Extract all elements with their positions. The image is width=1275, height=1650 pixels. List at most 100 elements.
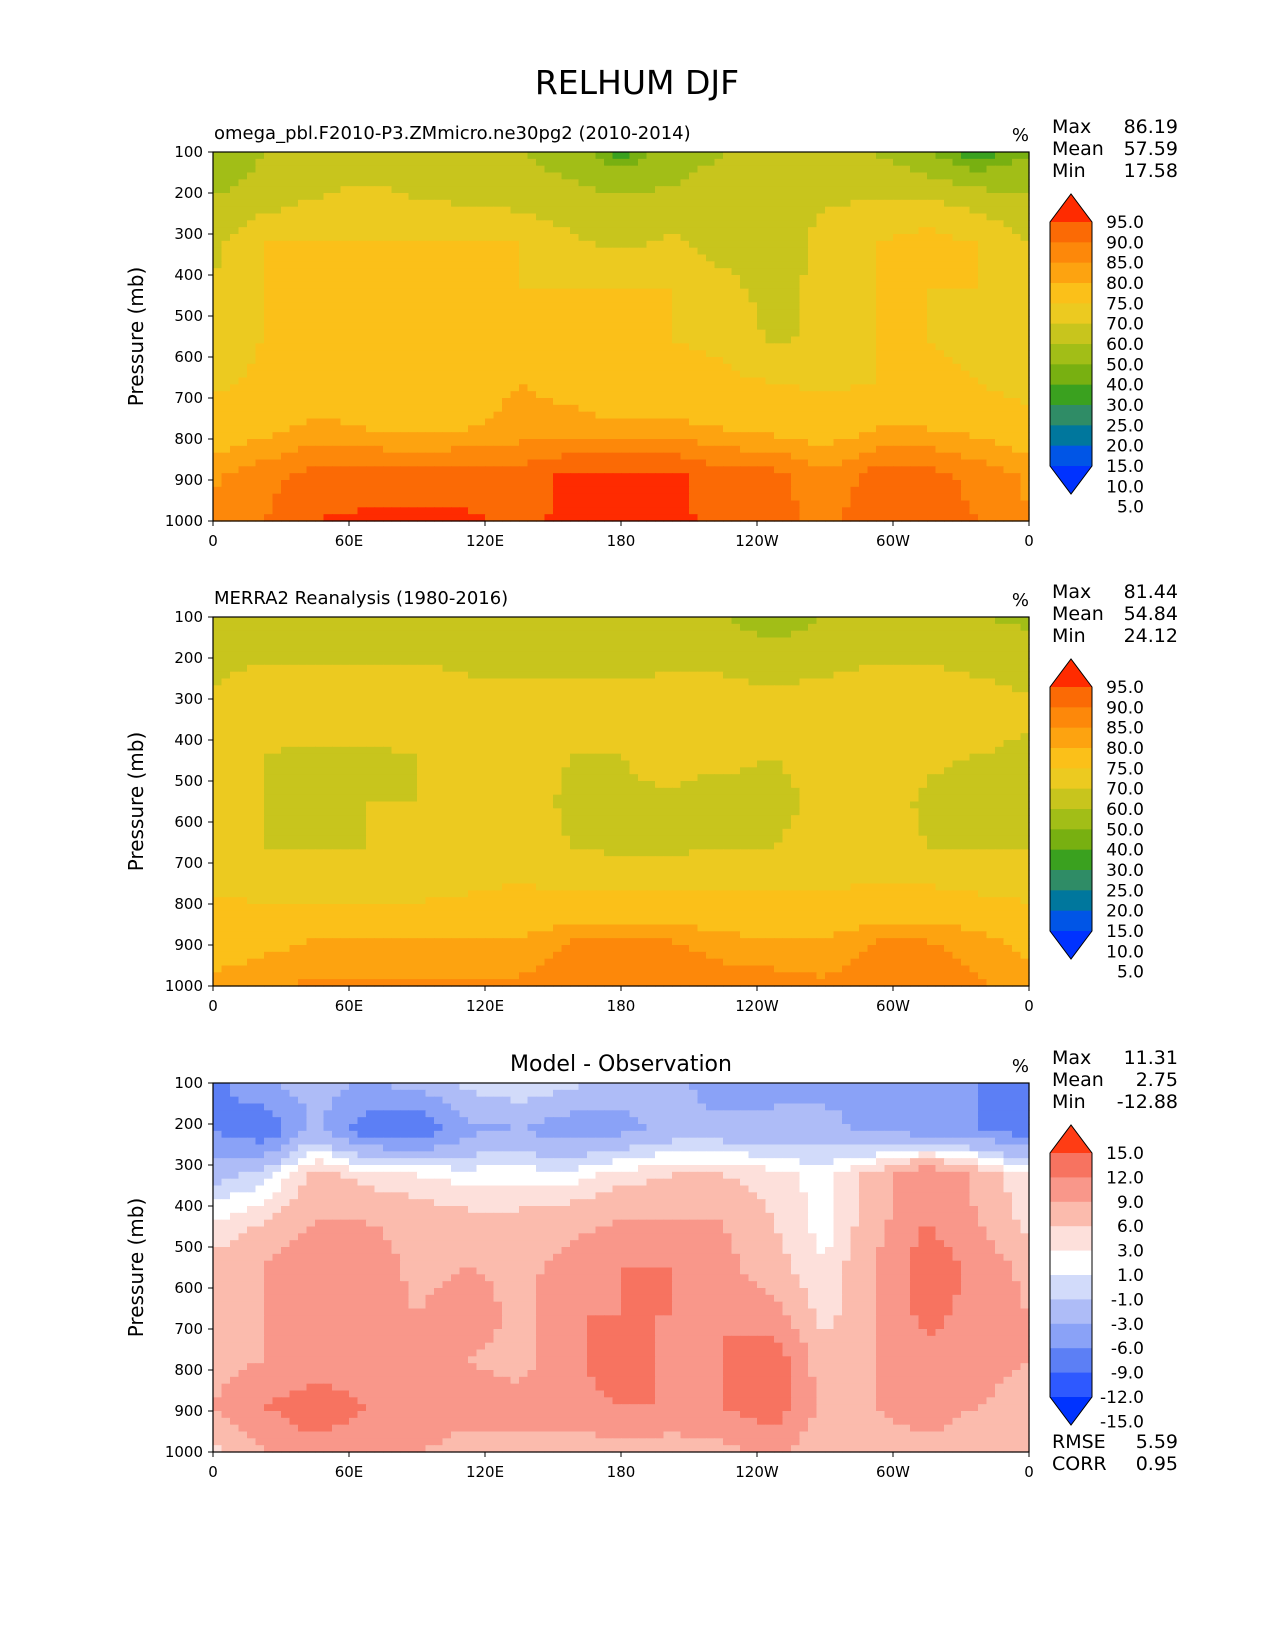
field-cell bbox=[349, 173, 358, 180]
field-cell bbox=[689, 289, 698, 296]
field-cell bbox=[655, 343, 664, 350]
field-cell bbox=[366, 453, 375, 460]
field-cell bbox=[706, 179, 715, 186]
field-cell bbox=[808, 193, 817, 200]
field-cell bbox=[757, 302, 766, 309]
field-cell bbox=[426, 152, 435, 159]
field-cell bbox=[698, 255, 707, 262]
field-cell bbox=[987, 207, 996, 214]
field-cell bbox=[613, 384, 622, 391]
field-cell bbox=[502, 466, 511, 473]
field-cell bbox=[783, 214, 792, 221]
field-cell bbox=[1004, 255, 1013, 262]
field-cell bbox=[477, 302, 486, 309]
field-cell bbox=[213, 261, 222, 268]
field-cell bbox=[247, 200, 256, 207]
field-cell bbox=[987, 268, 996, 275]
field-cell bbox=[800, 391, 809, 398]
field-cell bbox=[315, 159, 324, 166]
field-cell bbox=[375, 350, 384, 357]
field-cell bbox=[638, 193, 647, 200]
field-cell bbox=[842, 384, 851, 391]
field-cell bbox=[698, 214, 707, 221]
field-cell bbox=[757, 268, 766, 275]
field-cell bbox=[290, 487, 299, 494]
field-cell bbox=[638, 446, 647, 453]
field-cell bbox=[927, 412, 936, 419]
field-cell bbox=[587, 453, 596, 460]
field-cell bbox=[766, 227, 775, 234]
field-cell bbox=[485, 302, 494, 309]
field-cell bbox=[885, 337, 894, 344]
field-cell bbox=[392, 152, 401, 159]
field-cell bbox=[936, 480, 945, 487]
field-cell bbox=[723, 384, 732, 391]
field-cell bbox=[689, 419, 698, 426]
field-cell bbox=[800, 173, 809, 180]
field-cell bbox=[222, 227, 231, 234]
field-cell bbox=[417, 446, 426, 453]
field-cell bbox=[511, 350, 520, 357]
field-cell bbox=[723, 214, 732, 221]
field-cell bbox=[987, 173, 996, 180]
field-cell bbox=[341, 405, 350, 412]
field-cell bbox=[740, 255, 749, 262]
field-cell bbox=[655, 227, 664, 234]
field-cell bbox=[451, 501, 460, 508]
field-cell bbox=[978, 391, 987, 398]
field-cell bbox=[494, 419, 503, 426]
field-cell bbox=[706, 330, 715, 337]
field-cell bbox=[494, 412, 503, 419]
field-cell bbox=[995, 384, 1004, 391]
field-cell bbox=[834, 501, 843, 508]
field-cell bbox=[273, 275, 282, 282]
field-cell bbox=[273, 248, 282, 255]
field-cell bbox=[817, 405, 826, 412]
field-cell bbox=[970, 405, 979, 412]
field-cell bbox=[273, 316, 282, 323]
field-cell bbox=[970, 439, 979, 446]
field-cell bbox=[256, 473, 265, 480]
field-cell bbox=[230, 432, 239, 439]
field-cell bbox=[349, 378, 358, 385]
field-cell bbox=[400, 330, 409, 337]
field-cell bbox=[613, 268, 622, 275]
field-cell bbox=[689, 261, 698, 268]
field-cell bbox=[341, 494, 350, 501]
field-cell bbox=[375, 152, 384, 159]
field-cell bbox=[553, 446, 562, 453]
field-cell bbox=[545, 357, 554, 364]
field-cell bbox=[213, 364, 222, 371]
field-cell bbox=[213, 302, 222, 309]
field-cell bbox=[664, 405, 673, 412]
field-cell bbox=[443, 289, 452, 296]
field-cell bbox=[409, 275, 418, 282]
field-cell bbox=[876, 378, 885, 385]
field-cell bbox=[808, 241, 817, 248]
field-cell bbox=[213, 446, 222, 453]
field-cell bbox=[885, 439, 894, 446]
field-cell bbox=[358, 152, 367, 159]
field-cell bbox=[213, 384, 222, 391]
field-cell bbox=[953, 460, 962, 467]
field-cell bbox=[664, 494, 673, 501]
field-cell bbox=[358, 323, 367, 330]
field-cell bbox=[222, 371, 231, 378]
field-cell bbox=[987, 214, 996, 221]
field-cell bbox=[358, 214, 367, 221]
field-cell bbox=[681, 282, 690, 289]
field-cell bbox=[383, 268, 392, 275]
field-cell bbox=[961, 173, 970, 180]
field-cell bbox=[307, 166, 316, 173]
field-cell bbox=[553, 302, 562, 309]
field-cell bbox=[638, 330, 647, 337]
field-cell bbox=[800, 412, 809, 419]
field-cell bbox=[715, 453, 724, 460]
field-cell bbox=[341, 214, 350, 221]
field-cell bbox=[783, 261, 792, 268]
field-cell bbox=[766, 425, 775, 432]
field-cell bbox=[477, 371, 486, 378]
field-cell bbox=[434, 309, 443, 316]
field-cell bbox=[1012, 173, 1021, 180]
field-cell bbox=[579, 302, 588, 309]
